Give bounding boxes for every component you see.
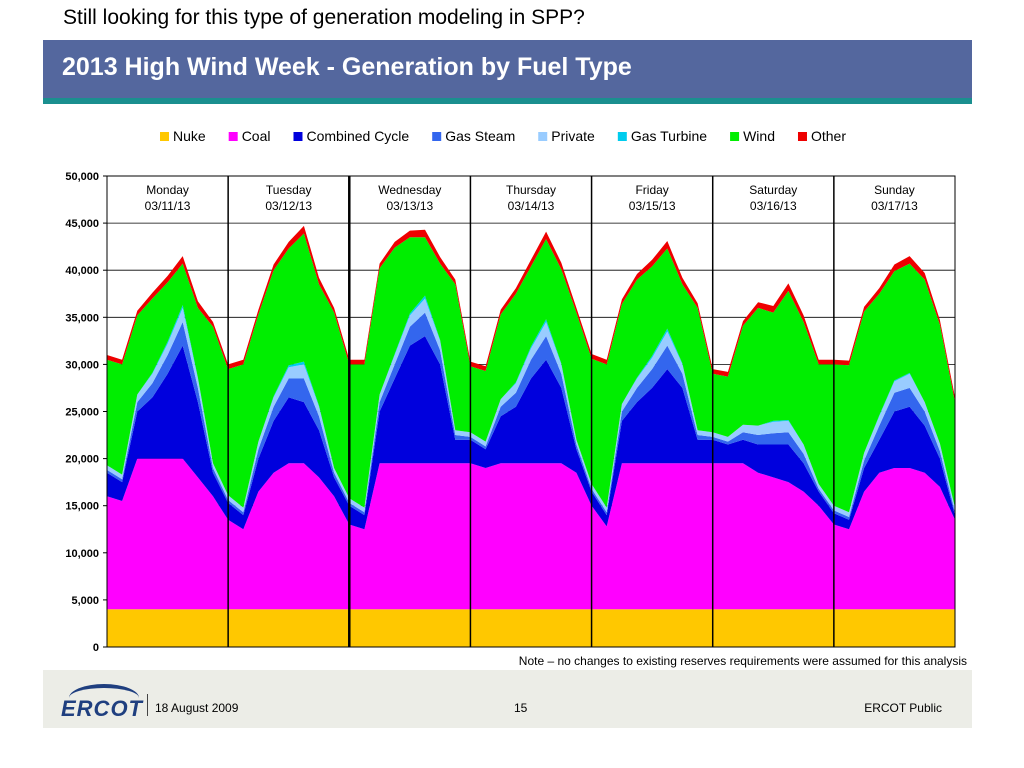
page-number: 15: [514, 701, 528, 715]
footer: ERCOT 18 August 2009 15 ERCOT Public: [43, 670, 972, 728]
day-date: 03/11/13: [145, 199, 191, 213]
y-tick-label: 30,000: [65, 359, 99, 371]
y-tick-label: 45,000: [65, 218, 99, 230]
ercot-logo: ERCOT: [59, 684, 143, 721]
y-axis: 0 5,000 10,000 15,000 20,000 25,000 30,000 35,0…: [65, 171, 107, 654]
legend-swatch: [538, 132, 548, 141]
legend-swatch: [797, 132, 807, 141]
legend-swatch: [160, 132, 169, 141]
y-tick-label: 40,000: [65, 265, 99, 277]
footer-divider: [147, 694, 148, 716]
legend-swatch: [228, 132, 238, 141]
legend-label: Combined Cycle: [306, 128, 409, 144]
legend-label: Private: [551, 128, 595, 144]
title-banner: 2013 High Wind Week - Generation by Fuel…: [43, 40, 972, 104]
day-name: Saturday: [749, 183, 797, 197]
chart-areas: [107, 225, 955, 647]
y-tick-label: 0: [93, 642, 99, 654]
day-date: 03/16/13: [750, 199, 797, 213]
y-tick-label: 15,000: [65, 501, 99, 513]
day-name: Friday: [635, 183, 668, 197]
legend-label: Gas Steam: [445, 128, 515, 144]
plot-frame: [106, 175, 956, 648]
legend-label: Coal: [242, 128, 271, 144]
y-tick-label: 10,000: [65, 548, 99, 560]
day-date: 03/14/13: [508, 199, 555, 213]
day-name: Sunday: [874, 183, 915, 197]
page-question: Still looking for this type of generatio…: [63, 6, 585, 29]
legend-label: Wind: [743, 128, 775, 144]
y-tick-label: 25,000: [65, 407, 99, 419]
area-nuke: [107, 609, 955, 647]
area-combined-cycle: [107, 336, 955, 530]
day-name: Monday: [146, 183, 189, 197]
legend-label: Nuke: [173, 128, 206, 144]
day-date: 03/13/13: [386, 199, 433, 213]
area-other: [107, 225, 955, 403]
y-tick-label: 20,000: [65, 454, 99, 466]
day-name: Tuesday: [266, 183, 312, 197]
legend-swatch: [432, 132, 442, 141]
legend-swatch: [617, 132, 627, 141]
area-coal: [107, 458, 955, 610]
day-dividers: [227, 176, 835, 647]
legend-swatch: [293, 132, 303, 141]
day-labels: Monday 03/11/13 Tuesday 03/12/13 Wednesday 03…: [145, 183, 918, 213]
day-date: 03/15/13: [629, 199, 676, 213]
logo-arc-icon: [69, 684, 139, 712]
day-name: Wednesday: [378, 183, 441, 197]
classification-label: ERCOT Public: [864, 701, 942, 715]
footer-date: 18 August 2009: [155, 701, 239, 715]
logo-text: ERCOT: [61, 696, 143, 721]
area-gas-steam: [107, 312, 955, 520]
y-tick-label: 5,000: [71, 595, 99, 607]
legend-label: Other: [811, 128, 846, 144]
analysis-note: Note – no changes to existing reserves r…: [518, 654, 967, 668]
legend-label: Gas Turbine: [631, 128, 707, 144]
day-date: 03/17/13: [871, 199, 918, 213]
day-name: Thursday: [506, 183, 556, 197]
y-tick-label: 35,000: [65, 312, 99, 324]
legend-swatch: [730, 132, 740, 141]
area-wind: [107, 233, 955, 513]
banner-title: 2013 High Wind Week - Generation by Fuel…: [62, 53, 632, 81]
y-tick-label: 50,000: [65, 171, 99, 183]
chart-legend: Nuke Coal Combined Cycle Gas Steam Private Ga…: [160, 128, 846, 144]
day-date: 03/12/13: [265, 199, 312, 213]
